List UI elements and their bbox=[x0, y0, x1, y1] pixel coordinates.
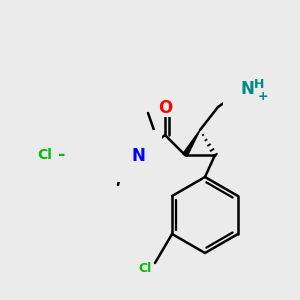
Text: +: + bbox=[258, 89, 268, 103]
Text: H: H bbox=[230, 74, 240, 86]
Text: Cl: Cl bbox=[38, 148, 52, 162]
Polygon shape bbox=[183, 130, 200, 156]
Text: N: N bbox=[240, 80, 254, 98]
Text: -: - bbox=[58, 146, 66, 164]
Text: N: N bbox=[131, 147, 145, 165]
Text: H: H bbox=[254, 77, 264, 91]
Text: O: O bbox=[158, 99, 172, 117]
Text: Cl: Cl bbox=[138, 262, 152, 275]
